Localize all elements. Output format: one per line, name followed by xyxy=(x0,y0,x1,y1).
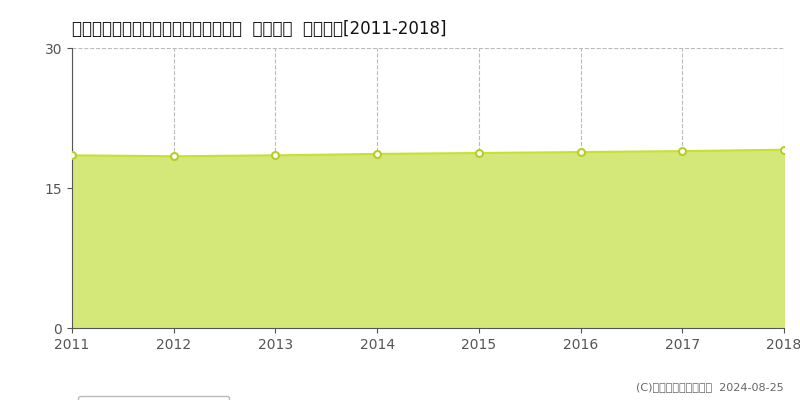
Legend: 基準地価  平均坪単価(万円/坪): 基準地価 平均坪単価(万円/坪) xyxy=(78,396,229,400)
Text: (C)土地価格ドットコム  2024-08-25: (C)土地価格ドットコム 2024-08-25 xyxy=(636,382,784,392)
Text: 愛知県豊田市西田町南屋敷３０番６外  基準地価  地価推移[2011-2018]: 愛知県豊田市西田町南屋敷３０番６外 基準地価 地価推移[2011-2018] xyxy=(72,20,446,38)
